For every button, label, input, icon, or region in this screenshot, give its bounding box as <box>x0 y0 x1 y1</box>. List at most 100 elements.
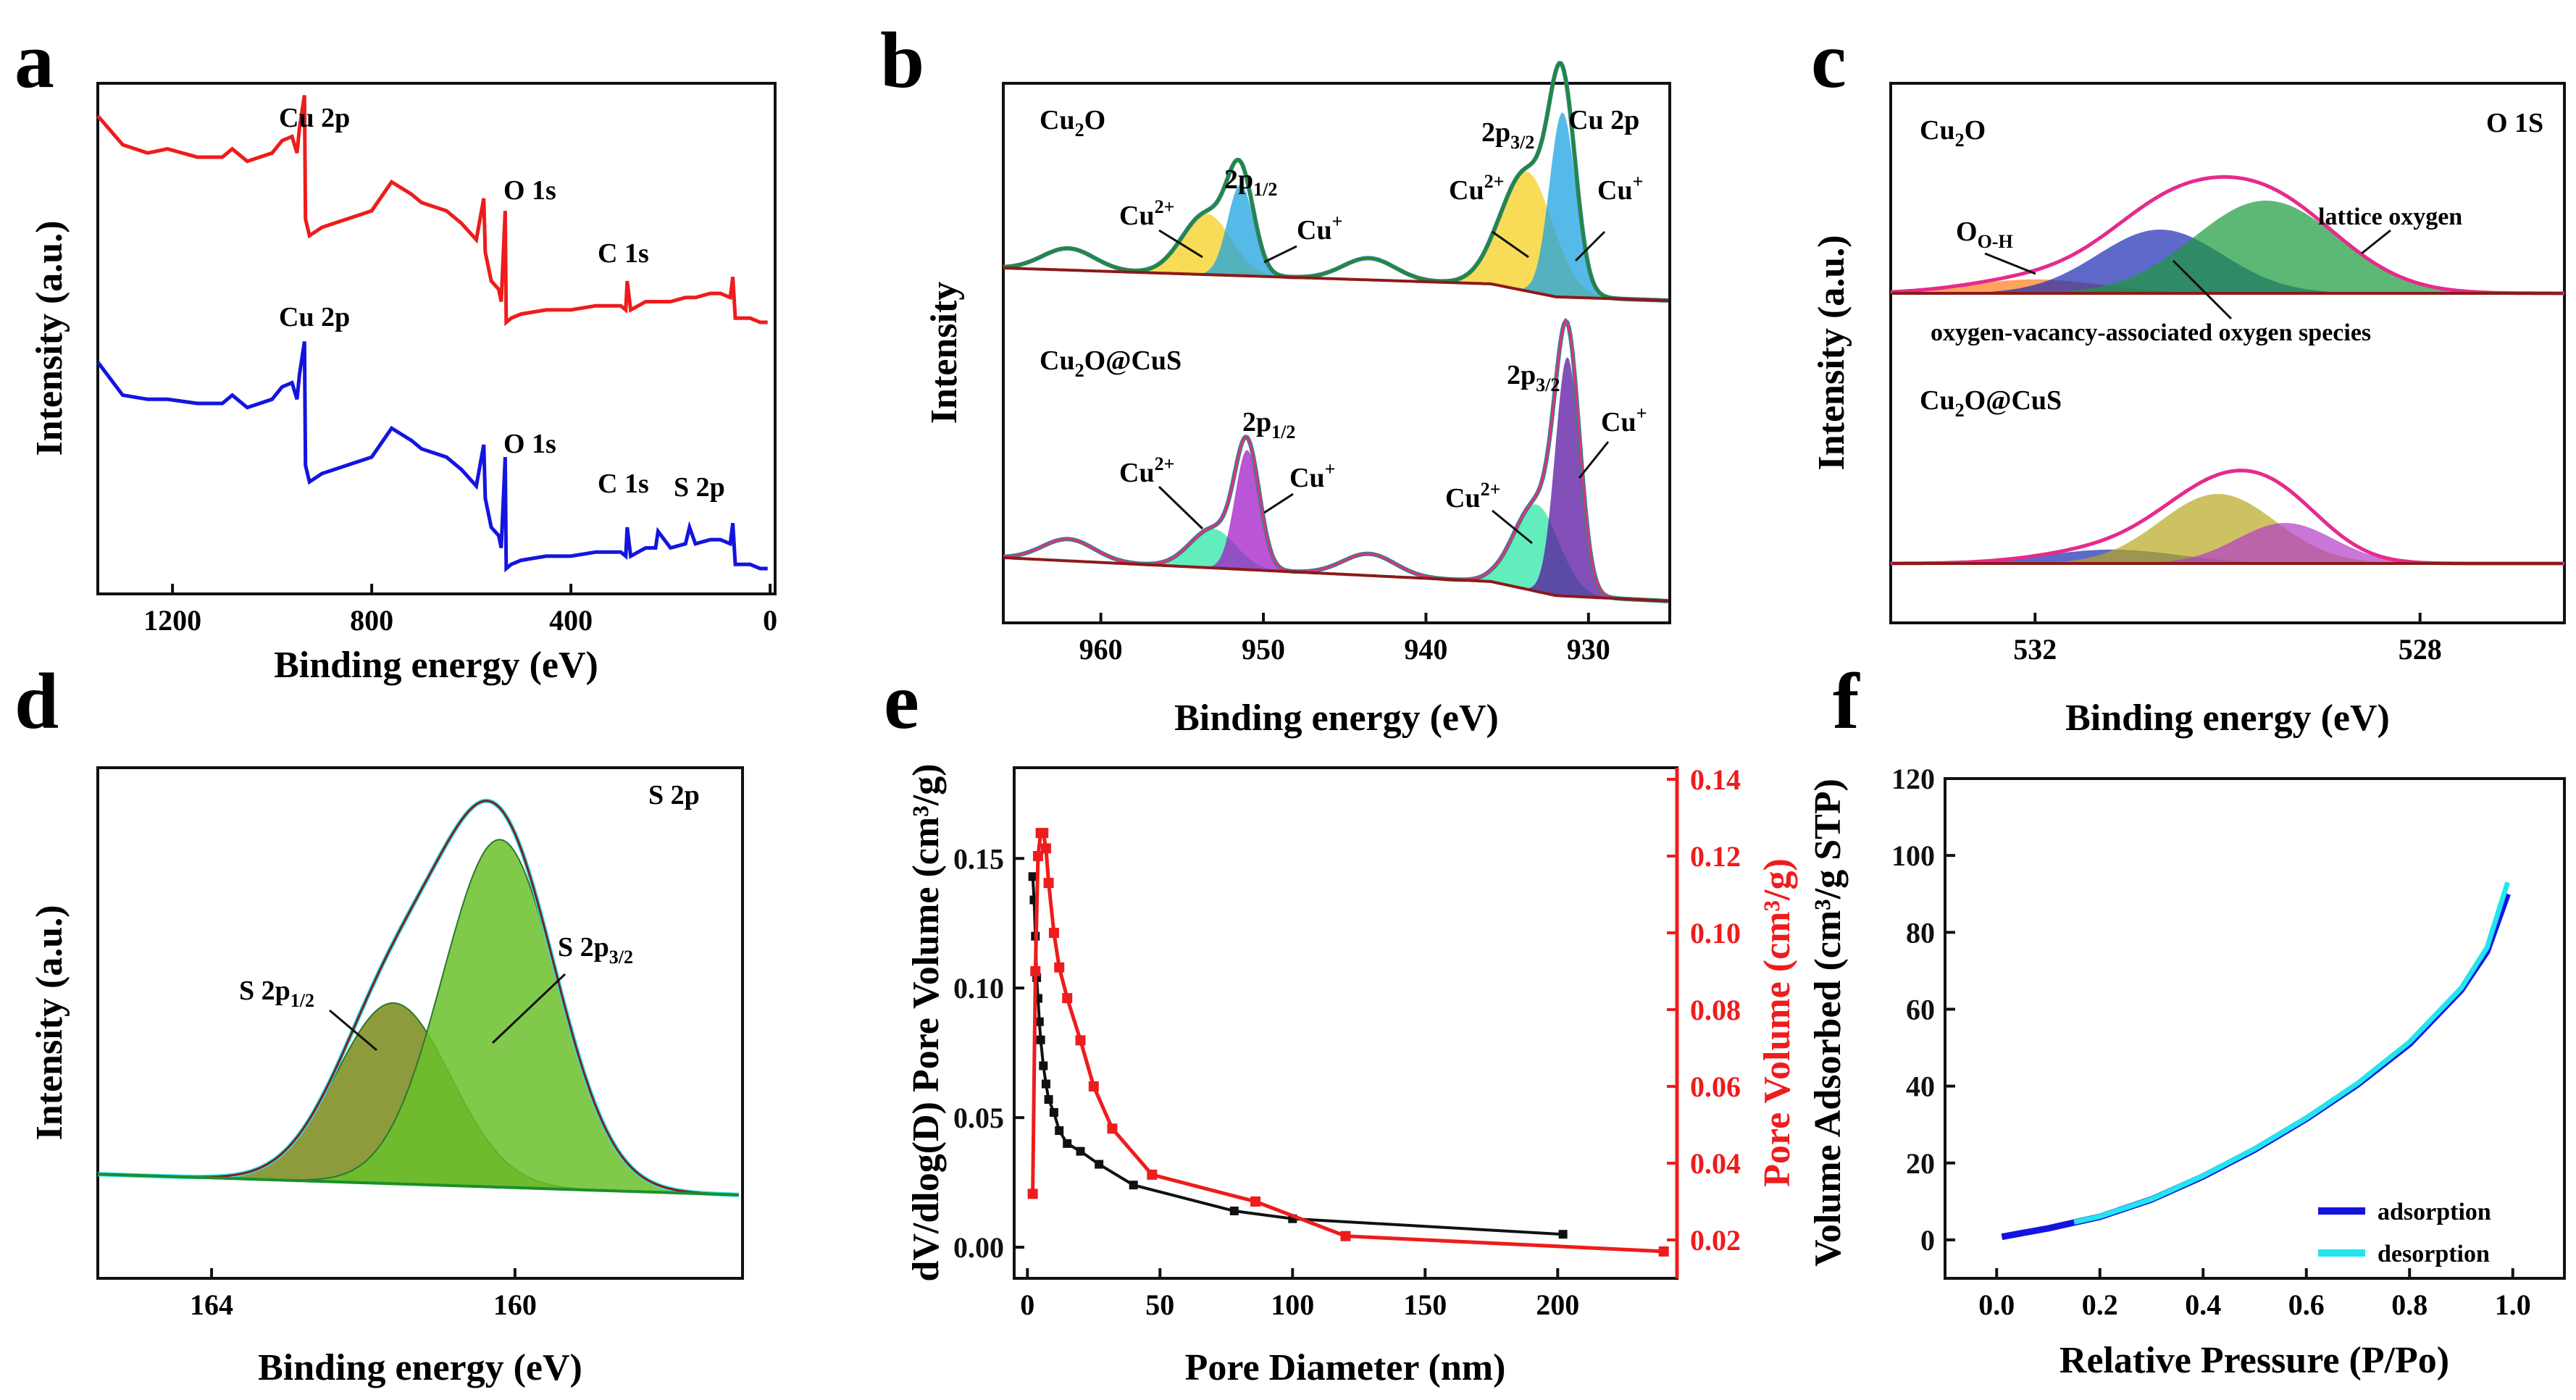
x-tick-label: 800 <box>350 604 393 637</box>
e-dvdlogd-line <box>1031 876 1563 1236</box>
e-porevolume-line <box>1031 831 1664 1254</box>
label-c-lattice: lattice oxygen <box>2318 204 2462 230</box>
x-tick-label: 1200 <box>143 604 201 637</box>
e-dvdlogd-point <box>1049 1107 1058 1117</box>
panel-c-xlabel: Binding energy (eV) <box>2065 697 2390 739</box>
label-c-ooh: OO-H <box>1956 217 2013 252</box>
label-o1s-bottom: O 1s <box>503 429 556 459</box>
x-tick-label: 1.0 <box>2495 1288 2531 1321</box>
label-b-cu1-3: Cu+ <box>1289 458 1335 493</box>
panel-c-frame <box>1889 82 2566 624</box>
panel-e-ticks: 0 50 100 150 200 0.00 0.05 0.10 0.15 0.02 0.04 0.06… <box>953 763 1741 1321</box>
panel-label-f: f <box>1833 657 1860 745</box>
panel-b-ticks: 960 950 940 930 <box>1079 613 1610 666</box>
e-porevolume-point <box>1043 878 1054 889</box>
y-tick-label: 0.12 <box>1690 840 1741 873</box>
e-dvdlogd-point <box>1036 1035 1045 1044</box>
label-b-top-sample: Cu2O <box>1040 105 1105 141</box>
x-tick-label: 0 <box>1020 1288 1034 1321</box>
panel-d-xlabel: Binding energy (eV) <box>258 1347 582 1388</box>
legend-desorption-label: desorption <box>2378 1241 2490 1267</box>
panel-b-arrows <box>1158 229 1610 545</box>
e-dvdlogd-point <box>1076 1147 1085 1156</box>
x-tick-label: 164 <box>190 1288 233 1321</box>
panel-b-series <box>1003 61 1668 603</box>
e-dvdlogd-point <box>1229 1206 1239 1215</box>
panel-b-ylabel: Intensity <box>924 282 965 424</box>
c-bottom-peak <box>1891 549 2564 563</box>
c-bottom-peak <box>1891 494 2564 563</box>
panel-d-series <box>97 798 739 1197</box>
e-porevolume-point <box>1340 1231 1351 1241</box>
panel-label-b: b <box>880 16 924 104</box>
x-tick-label: 0.2 <box>2082 1288 2118 1321</box>
label-b-cu2-4: Cu2+ <box>1445 479 1500 514</box>
panel-a-frame <box>96 82 777 595</box>
b-top-background-line <box>1003 267 1668 302</box>
x-tick-label: 0.0 <box>1978 1288 2015 1321</box>
x-tick-label: 100 <box>1271 1288 1314 1321</box>
e-porevolume-point <box>1030 966 1041 976</box>
legend-adsorption-label: adsorption <box>2378 1199 2491 1225</box>
e-dvdlogd-point <box>1095 1160 1104 1169</box>
panel-d-ylabel: Intensity (a.u.) <box>29 905 70 1140</box>
x-tick-label: 940 <box>1404 633 1447 666</box>
x-tick-label: 0.4 <box>2185 1288 2221 1321</box>
panel-f-ticks: 0.0 0.2 0.4 0.6 0.8 1.0 0 20 40 60 80 100 120 <box>1891 763 2531 1321</box>
c-top-envelope-line <box>1890 175 2564 295</box>
y-tick-label: 20 <box>1906 1147 1935 1180</box>
e-porevolume-point <box>1032 851 1043 861</box>
panel-e-series <box>1027 828 1669 1257</box>
panel-f-legend: adsorption desorption <box>2318 1199 2491 1267</box>
c-bottom-peak <box>1891 523 2564 563</box>
label-d-region: S 2p <box>648 780 700 810</box>
y-tick-label: 0.00 <box>953 1231 1004 1264</box>
y-tick-label: 0.08 <box>1690 994 1741 1026</box>
e-porevolume-point <box>1038 828 1049 839</box>
b-bottom-envelope-line <box>1003 319 1668 603</box>
label-b-region: Cu 2p <box>1568 105 1639 135</box>
panel-label-c: c <box>1811 16 1847 104</box>
y-tick-label: 0.10 <box>953 972 1004 1005</box>
panel-d-ticks: 164 160 <box>190 1268 537 1321</box>
e-dvdlogd-point <box>1041 1079 1050 1089</box>
panel-e-ylabel: dV/dlog(D) Pore Volume (cm³/g) <box>906 763 947 1281</box>
label-c-top-sample: Cu2O <box>1920 115 1986 151</box>
label-c1s-bottom: C 1s <box>598 469 649 499</box>
label-cu2p-top: Cu 2p <box>279 103 350 133</box>
panel-f-ylabel: Volume Adsorbed (cm³/g STP) <box>1807 779 1849 1267</box>
panel-b-frame <box>1002 82 1671 624</box>
e-dvdlogd-point <box>1028 872 1037 881</box>
panel-c-ticks: 532 528 <box>2013 613 2442 666</box>
y-tick-label: 40 <box>1906 1070 1935 1103</box>
panel-e-ylabel-right: Pore Volume (cm³/g) <box>1757 858 1798 1187</box>
panel-d-arrows <box>329 973 566 1052</box>
panel-f-frame <box>1944 777 2566 1280</box>
label-b-2p12-bottom: 2p1/2 <box>1242 407 1295 443</box>
x-tick-label: 950 <box>1242 633 1285 666</box>
e-dvdlogd-point <box>1055 1126 1064 1136</box>
f-desorption-line <box>2073 881 2510 1225</box>
label-b-cu1-2: Cu+ <box>1597 171 1643 206</box>
b-top-peak <box>1003 171 1668 301</box>
y-tick-label: 0.02 <box>1690 1224 1741 1257</box>
panel-c-ylabel: Intensity (a.u.) <box>1811 235 1852 470</box>
y-tick-label: 0.04 <box>1690 1147 1741 1180</box>
x-tick-label: 0.8 <box>2391 1288 2427 1321</box>
e-porevolume-point <box>1062 993 1073 1004</box>
x-tick-label: 200 <box>1536 1288 1579 1321</box>
b-bottom-peak <box>1003 504 1668 601</box>
e-porevolume-point <box>1658 1246 1669 1257</box>
e-dvdlogd-point <box>1044 1095 1053 1105</box>
panel-d-frame <box>96 766 744 1280</box>
e-porevolume-point <box>1027 1189 1038 1199</box>
e-porevolume-point <box>1075 1035 1086 1046</box>
panel-a-series <box>96 95 768 573</box>
e-porevolume-point <box>1054 962 1065 973</box>
panel-c-arrows <box>1984 229 2391 320</box>
x-tick-label: 930 <box>1567 633 1610 666</box>
label-b-2p12-top: 2p1/2 <box>1224 164 1277 200</box>
label-c-bottom-sample: Cu2O@CuS <box>1920 385 2062 421</box>
label-b-cu1-4: Cu+ <box>1601 403 1647 437</box>
